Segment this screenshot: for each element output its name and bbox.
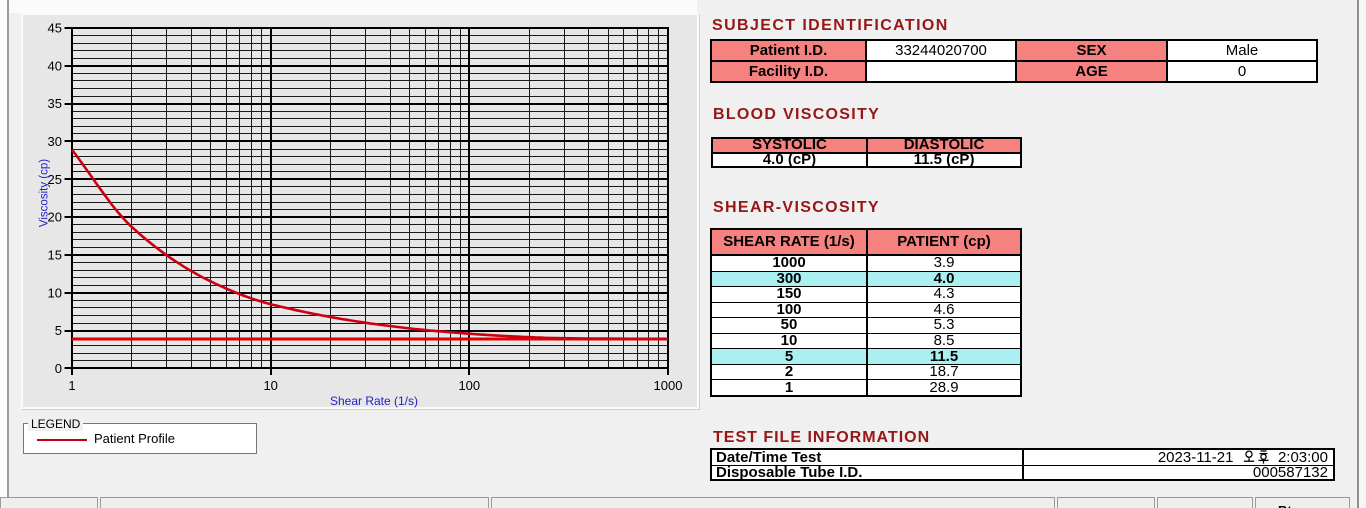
svg-text:100: 100 [458,378,480,393]
svg-text:10: 10 [263,378,277,393]
svg-text:1: 1 [68,378,75,393]
svg-text:15: 15 [48,248,62,263]
svg-text:0: 0 [55,361,62,376]
svg-text:1000: 1000 [654,378,683,393]
svg-text:Viscosity (cp): Viscosity (cp) [39,159,51,227]
svg-text:40: 40 [48,58,62,73]
svg-text:5: 5 [55,323,62,338]
svg-text:20: 20 [48,210,62,225]
svg-text:25: 25 [48,172,62,187]
svg-text:35: 35 [48,96,62,111]
svg-text:10: 10 [48,285,62,300]
svg-text:30: 30 [48,134,62,149]
svg-text:Shear Rate (1/s): Shear Rate (1/s) [330,394,418,408]
svg-text:45: 45 [48,21,62,36]
